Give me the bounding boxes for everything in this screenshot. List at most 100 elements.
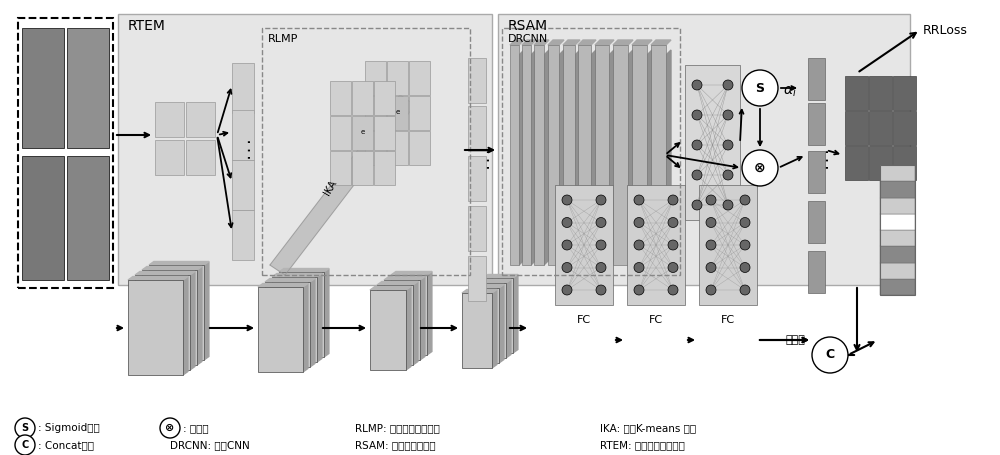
Text: : Concat操作: : Concat操作 bbox=[38, 440, 94, 450]
Polygon shape bbox=[476, 279, 511, 283]
Bar bbox=[352, 116, 373, 150]
Circle shape bbox=[160, 418, 180, 438]
Bar bbox=[869, 111, 892, 145]
Text: e: e bbox=[396, 110, 400, 116]
Bar bbox=[374, 151, 395, 185]
Circle shape bbox=[668, 195, 678, 205]
Bar bbox=[258, 287, 303, 372]
Circle shape bbox=[723, 80, 733, 90]
Bar bbox=[880, 279, 915, 295]
Polygon shape bbox=[190, 272, 195, 370]
Bar bbox=[869, 146, 892, 180]
Polygon shape bbox=[317, 273, 322, 362]
Polygon shape bbox=[149, 262, 209, 265]
Bar bbox=[384, 280, 420, 360]
Bar bbox=[232, 210, 254, 260]
Bar bbox=[468, 156, 486, 201]
Polygon shape bbox=[142, 267, 202, 270]
Polygon shape bbox=[544, 50, 549, 265]
Circle shape bbox=[706, 217, 716, 228]
Polygon shape bbox=[279, 268, 329, 272]
Bar bbox=[869, 76, 892, 110]
Text: S: S bbox=[756, 81, 765, 95]
Circle shape bbox=[706, 263, 716, 273]
Bar bbox=[468, 58, 486, 103]
Polygon shape bbox=[563, 40, 580, 45]
Bar bbox=[352, 81, 373, 115]
Text: RSAM: RSAM bbox=[508, 19, 548, 33]
Polygon shape bbox=[427, 272, 432, 355]
Bar bbox=[808, 151, 825, 193]
Circle shape bbox=[692, 200, 702, 210]
Polygon shape bbox=[499, 284, 504, 363]
Bar bbox=[893, 111, 916, 145]
Polygon shape bbox=[204, 262, 209, 360]
Bar bbox=[880, 181, 915, 197]
Text: RLMP: RLMP bbox=[268, 34, 298, 44]
Circle shape bbox=[740, 263, 750, 273]
Bar bbox=[632, 45, 647, 265]
Text: : 元素乘: : 元素乘 bbox=[183, 423, 209, 433]
Circle shape bbox=[740, 285, 750, 295]
Bar bbox=[510, 45, 519, 265]
Bar bbox=[651, 45, 666, 265]
Polygon shape bbox=[303, 283, 308, 372]
Polygon shape bbox=[128, 277, 188, 280]
Circle shape bbox=[668, 285, 678, 295]
Polygon shape bbox=[384, 277, 425, 280]
Bar bbox=[555, 185, 613, 305]
Circle shape bbox=[596, 263, 606, 273]
Bar bbox=[468, 256, 486, 301]
Bar bbox=[685, 65, 740, 220]
Bar bbox=[613, 45, 628, 265]
Polygon shape bbox=[135, 272, 195, 275]
Text: $\alpha_i$: $\alpha_i$ bbox=[783, 85, 797, 99]
Bar bbox=[155, 140, 184, 175]
Bar bbox=[845, 146, 868, 180]
Polygon shape bbox=[420, 277, 425, 360]
Bar bbox=[409, 96, 430, 130]
Polygon shape bbox=[506, 279, 511, 358]
Bar bbox=[845, 111, 868, 145]
Polygon shape bbox=[265, 278, 315, 282]
Bar bbox=[155, 102, 184, 137]
Polygon shape bbox=[613, 40, 633, 45]
Circle shape bbox=[562, 217, 572, 228]
Bar bbox=[279, 272, 324, 357]
Polygon shape bbox=[462, 289, 497, 293]
Bar bbox=[352, 151, 373, 185]
Bar bbox=[627, 185, 685, 305]
Circle shape bbox=[706, 240, 716, 250]
Bar bbox=[468, 106, 486, 151]
Circle shape bbox=[15, 435, 35, 455]
Text: ···: ··· bbox=[241, 132, 255, 157]
Polygon shape bbox=[609, 50, 614, 265]
Bar bbox=[595, 45, 609, 265]
Bar bbox=[483, 278, 513, 353]
Polygon shape bbox=[391, 272, 432, 275]
Polygon shape bbox=[324, 268, 329, 357]
Circle shape bbox=[634, 285, 644, 295]
Bar bbox=[409, 61, 430, 95]
Polygon shape bbox=[469, 284, 504, 288]
Polygon shape bbox=[534, 40, 549, 45]
Circle shape bbox=[596, 195, 606, 205]
Bar bbox=[462, 293, 492, 368]
Circle shape bbox=[692, 170, 702, 180]
Circle shape bbox=[596, 217, 606, 228]
Polygon shape bbox=[258, 283, 308, 287]
Text: RTEM: 区域纹理增强模块: RTEM: 区域纹理增强模块 bbox=[600, 440, 685, 450]
Polygon shape bbox=[310, 278, 315, 367]
Text: ⊗: ⊗ bbox=[754, 161, 766, 175]
Bar bbox=[387, 61, 408, 95]
Text: ···: ··· bbox=[480, 142, 494, 167]
Circle shape bbox=[723, 110, 733, 120]
Circle shape bbox=[723, 170, 733, 180]
Bar bbox=[880, 165, 915, 295]
Circle shape bbox=[740, 217, 750, 228]
Bar bbox=[265, 282, 310, 367]
Text: RLMP: 区域局部多值模式: RLMP: 区域局部多值模式 bbox=[355, 423, 440, 433]
Bar bbox=[118, 14, 492, 285]
Circle shape bbox=[692, 110, 702, 120]
Polygon shape bbox=[377, 282, 418, 285]
